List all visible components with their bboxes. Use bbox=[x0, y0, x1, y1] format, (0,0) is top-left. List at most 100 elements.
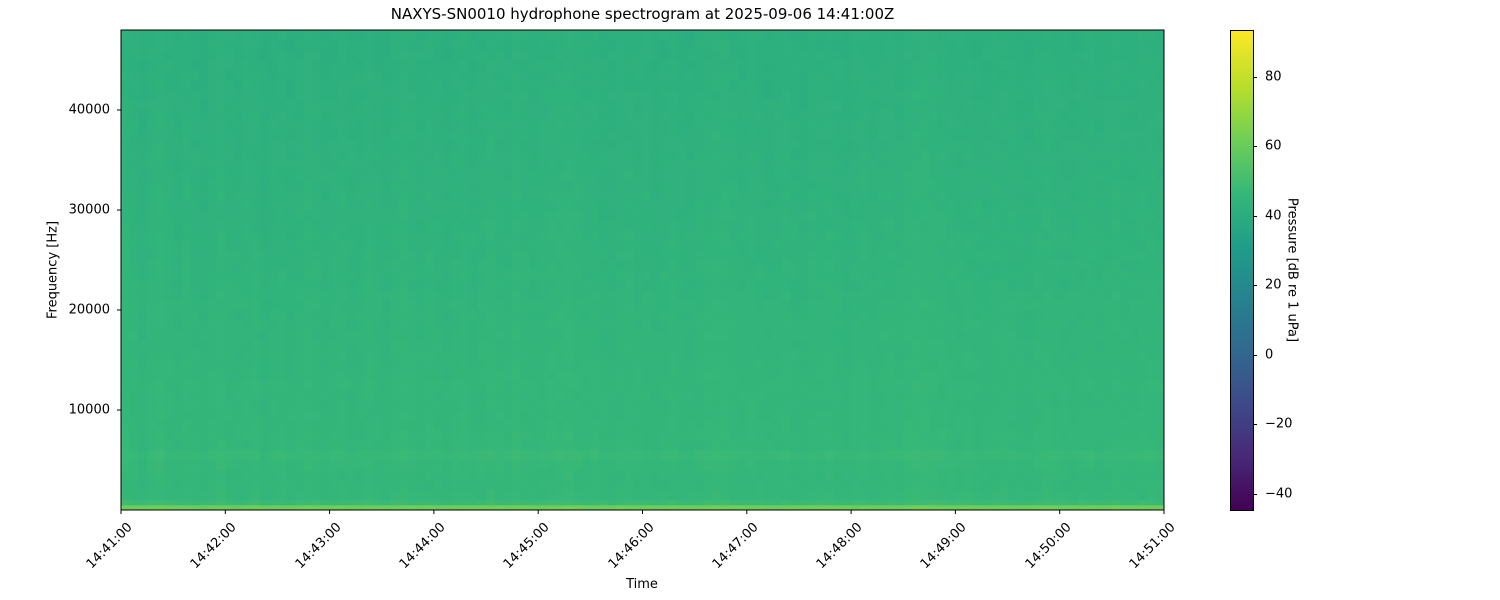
spectrogram-cell bbox=[877, 290, 887, 301]
spectrogram-cell bbox=[173, 390, 183, 401]
spectrogram-cell bbox=[729, 150, 739, 161]
spectrogram-cell bbox=[877, 440, 887, 451]
spectrogram-cell bbox=[147, 400, 157, 411]
spectrogram-cell bbox=[755, 380, 765, 391]
spectrogram-cell bbox=[625, 505, 635, 511]
spectrogram-cell bbox=[642, 430, 652, 441]
spectrogram-cell bbox=[355, 40, 365, 51]
spectrogram-cell bbox=[633, 100, 643, 111]
spectrogram-cell bbox=[868, 50, 878, 61]
spectrogram-cell bbox=[616, 90, 626, 101]
spectrogram-cell bbox=[233, 410, 244, 421]
spectrogram-cell bbox=[833, 110, 843, 121]
spectrogram-cell bbox=[911, 170, 922, 181]
spectrogram-cell bbox=[938, 320, 948, 331]
spectrogram-cell bbox=[894, 260, 904, 271]
spectrogram-cell bbox=[964, 330, 974, 341]
spectrogram-cell bbox=[520, 40, 531, 51]
spectrogram-cell bbox=[433, 130, 444, 141]
spectrogram-cell bbox=[538, 260, 548, 271]
spectrogram-cell bbox=[459, 80, 470, 91]
spectrogram-cell bbox=[312, 170, 322, 181]
spectrogram-cell bbox=[920, 410, 930, 421]
spectrogram-cell bbox=[764, 380, 774, 391]
spectrogram-cell bbox=[512, 80, 522, 91]
spectrogram-cell bbox=[798, 340, 809, 351]
spectrogram-cell bbox=[877, 470, 887, 481]
spectrogram-cell bbox=[590, 480, 600, 491]
spectrogram-cell bbox=[825, 410, 835, 421]
spectrogram-cell bbox=[911, 505, 922, 511]
spectrogram-cell bbox=[677, 420, 687, 431]
spectrogram-cell bbox=[286, 300, 296, 311]
spectrogram-cell bbox=[885, 60, 896, 71]
spectrogram-cell bbox=[286, 350, 296, 361]
spectrogram-cell bbox=[625, 160, 635, 171]
spectrogram-cell bbox=[381, 230, 391, 241]
spectrogram-cell bbox=[807, 420, 817, 431]
spectrogram-cell bbox=[642, 220, 652, 231]
spectrogram-cell bbox=[199, 140, 209, 151]
spectrogram-cell bbox=[851, 250, 861, 261]
spectrogram-cell bbox=[546, 350, 557, 361]
spectrogram-cell bbox=[242, 390, 252, 401]
spectrogram-cell bbox=[581, 300, 591, 311]
spectrogram-cell bbox=[233, 380, 244, 391]
spectrogram-cell bbox=[268, 210, 278, 221]
spectrogram-cell bbox=[955, 410, 965, 421]
spectrogram-cell bbox=[772, 410, 783, 421]
spectrogram-cell bbox=[712, 450, 722, 461]
spectrogram-cell bbox=[164, 180, 174, 191]
spectrogram-cell bbox=[225, 180, 235, 191]
spectrogram-cell bbox=[851, 410, 861, 421]
spectrogram-cell bbox=[712, 430, 722, 441]
spectrogram-cell bbox=[207, 420, 218, 431]
spectrogram-cell bbox=[303, 500, 313, 506]
spectrogram-cell bbox=[294, 100, 305, 111]
spectrogram-cell bbox=[903, 490, 913, 501]
spectrogram-cell bbox=[268, 410, 278, 421]
spectrogram-cell bbox=[477, 420, 487, 431]
spectrogram-cell bbox=[425, 380, 435, 391]
spectrogram-cell bbox=[312, 220, 322, 231]
spectrogram-cell bbox=[816, 400, 826, 411]
spectrogram-cell bbox=[468, 420, 478, 431]
spectrogram-cell bbox=[164, 190, 174, 201]
spectrogram-cell bbox=[764, 220, 774, 231]
spectrogram-cell bbox=[564, 440, 574, 451]
spectrogram-cell bbox=[764, 270, 774, 281]
spectrogram-cell bbox=[138, 410, 148, 421]
spectrogram-cell bbox=[364, 500, 374, 506]
spectrogram-cell bbox=[346, 270, 357, 281]
spectrogram-cell bbox=[407, 50, 418, 61]
spectrogram-cell bbox=[164, 40, 174, 51]
spectrogram-cell bbox=[303, 100, 313, 111]
spectrogram-cell bbox=[216, 270, 226, 281]
spectrogram-cell bbox=[564, 150, 574, 161]
spectrogram-cell bbox=[590, 40, 600, 51]
spectrogram-cell bbox=[173, 110, 183, 121]
spectrogram-cell bbox=[955, 70, 965, 81]
spectrogram-cell bbox=[555, 490, 565, 501]
spectrogram-cell bbox=[538, 310, 548, 321]
spectrogram-cell bbox=[121, 240, 131, 251]
spectrogram-cell bbox=[233, 370, 244, 381]
spectrogram-cell bbox=[703, 90, 713, 101]
spectrogram-cell bbox=[538, 340, 548, 351]
spectrogram-cell bbox=[938, 380, 948, 391]
spectrogram-cell bbox=[833, 90, 843, 101]
spectrogram-cell bbox=[659, 200, 670, 211]
spectrogram-cell bbox=[911, 470, 922, 481]
spectrogram-cell bbox=[416, 180, 426, 191]
spectrogram-cell bbox=[677, 440, 687, 451]
spectrogram-cell bbox=[694, 430, 704, 441]
spectrogram-cell bbox=[685, 110, 696, 121]
spectrogram-cell bbox=[564, 220, 574, 231]
spectrogram-cell bbox=[538, 400, 548, 411]
spectrogram-cell bbox=[459, 70, 470, 81]
spectrogram-cell bbox=[312, 230, 322, 241]
spectrogram-cell bbox=[286, 440, 296, 451]
spectrogram-cell bbox=[920, 60, 930, 71]
spectrogram-cell bbox=[633, 420, 643, 431]
spectrogram-cell bbox=[625, 190, 635, 201]
